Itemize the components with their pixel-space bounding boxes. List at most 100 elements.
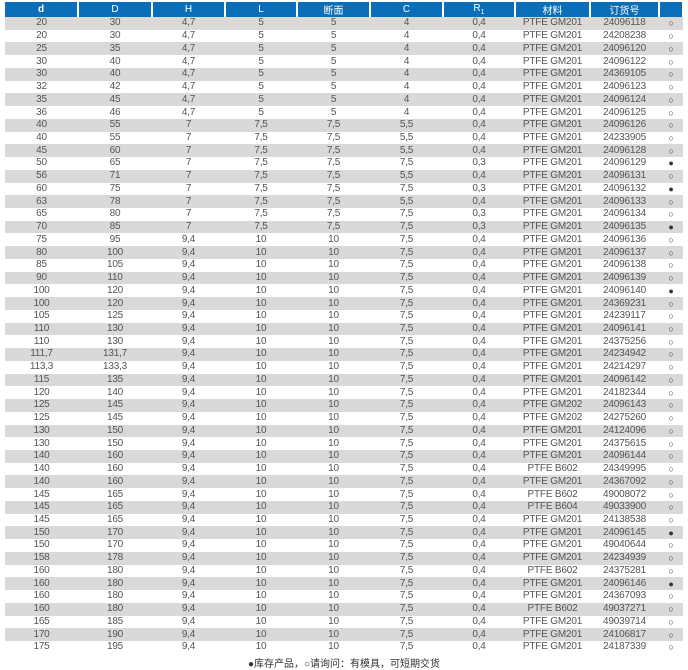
- cell-L: 10: [255, 615, 267, 627]
- cell-L: 7,5: [225, 118, 297, 132]
- cell-H: 9,4: [181, 641, 196, 653]
- cell-C: 4: [370, 67, 443, 81]
- cell-material: PTFE GM202: [515, 399, 590, 412]
- cell-d: 160: [33, 564, 50, 576]
- cell-L: 7,5: [254, 131, 268, 143]
- cell-L: 10: [225, 628, 297, 641]
- cell-d: 150: [33, 539, 50, 551]
- cell-order-no: 24096118: [590, 17, 659, 30]
- cell-R1: 0,4: [472, 131, 486, 143]
- cell-C: 7,5: [370, 399, 443, 412]
- cell-H: 9,4: [152, 500, 225, 514]
- cell-D: 170: [106, 539, 124, 551]
- cell-D: 131,7: [78, 348, 152, 361]
- cell-L: 10: [225, 246, 297, 259]
- cell-H: 9,4: [152, 526, 225, 540]
- in-stock-icon: ●: [659, 526, 683, 540]
- cell-order-no: 24234939: [590, 551, 659, 565]
- header-status: [659, 2, 684, 17]
- cell-R1: 0,4: [443, 373, 515, 387]
- cell-section: 7,5: [326, 157, 341, 169]
- table-row: 120 140 9,4 10 10 7,5 0,4 PTFE GM201 24182344 ○: [5, 386, 683, 399]
- cell-section: 10: [297, 399, 370, 412]
- cell-d: 145: [33, 488, 50, 500]
- table-row: 125 145 9,4 10 10 7,5 0,4 PTFE GM202 24096143 ○: [5, 399, 683, 412]
- cell-C: 7,5: [399, 412, 414, 424]
- cell-L: 7,5: [225, 220, 297, 234]
- cell-R1: 0,3: [472, 157, 486, 169]
- cell-section: 10: [328, 386, 339, 398]
- cell-R1: 0,4: [443, 348, 515, 361]
- cell-H: 9,4: [152, 271, 225, 285]
- table-row: 32 42 4,7 5 5 4 0,4 PTFE GM201 24096123 ○: [5, 81, 683, 94]
- table-row: 160 180 9,4 10 10 7,5 0,4 PTFE GM201 24096146 ●: [5, 577, 683, 591]
- cell-D: 42: [109, 81, 121, 93]
- cell-section: 10: [328, 641, 339, 653]
- cell-section: 7,5: [297, 195, 370, 209]
- on-request-icon: ○: [668, 387, 674, 398]
- cell-R1: 0,4: [472, 284, 486, 296]
- cell-H: 4,7: [152, 42, 225, 56]
- cell-H: 7: [185, 182, 192, 194]
- cell-material: PTFE GM201: [522, 131, 583, 143]
- cell-H: 9,4: [152, 628, 225, 641]
- header-R-sub: 1: [480, 9, 485, 16]
- cell-order-no: 24349995: [603, 463, 646, 475]
- on-request-icon: ○: [659, 399, 683, 412]
- cell-D: 130: [78, 322, 152, 336]
- cell-order-no: 24096128: [590, 144, 659, 158]
- cell-material: PTFE GM201: [522, 437, 583, 449]
- cell-D: 120: [78, 297, 152, 310]
- cell-d: 32: [36, 81, 47, 93]
- cell-order-no: 24096133: [590, 195, 659, 209]
- cell-section: 10: [297, 373, 370, 387]
- cell-d: 125: [33, 412, 50, 424]
- cell-H: 9,4: [181, 386, 196, 398]
- cell-L: 5: [225, 93, 297, 107]
- cell-L: 10: [225, 449, 297, 463]
- cell-C: 7,5: [370, 271, 443, 285]
- cell-d: 115: [5, 373, 78, 387]
- on-request-icon: ○: [668, 132, 674, 143]
- header-d: d: [5, 2, 79, 17]
- cell-d: 105: [33, 310, 50, 322]
- cell-C: 7,5: [370, 475, 443, 489]
- cell-D: 190: [78, 628, 152, 641]
- table-row: 105 125 9,4 10 10 7,5 0,4 PTFE GM201 24239117 ○: [5, 310, 683, 323]
- on-request-icon: ○: [668, 540, 674, 551]
- cell-L: 5: [258, 55, 264, 67]
- cell-material: PTFE GM201: [515, 67, 590, 81]
- cell-L: 10: [255, 539, 267, 551]
- table-row: 165 185 9,4 10 10 7,5 0,4 PTFE GM201 49039714 ○: [5, 616, 683, 629]
- cell-section: 10: [328, 615, 339, 627]
- table-row: 111,7 131,7 9,4 10 10 7,5 0,4 PTFE GM201 2423494…: [5, 348, 683, 361]
- cell-R1: 0,4: [443, 17, 515, 30]
- on-request-icon: ○: [659, 475, 683, 489]
- cell-D: 105: [106, 259, 124, 271]
- cell-L: 7,5: [225, 144, 297, 158]
- cell-L: 7,5: [254, 157, 268, 169]
- cell-C: 7,5: [399, 208, 414, 220]
- cell-H: 9,4: [181, 514, 196, 525]
- cell-C: 4: [370, 17, 443, 30]
- cell-D: 145: [78, 399, 152, 412]
- table-row: 113,3 133,3 9,4 10 10 7,5 0,4 PTFE GM201 2421429…: [5, 361, 683, 374]
- cell-R1: 0,4: [443, 399, 515, 412]
- cell-H: 7: [152, 195, 225, 209]
- cell-L: 10: [255, 590, 267, 602]
- cell-H: 9,4: [152, 373, 225, 387]
- cell-R1: 0,4: [443, 475, 515, 489]
- cell-C: 5,5: [370, 195, 443, 209]
- table-row: 115 135 9,4 10 10 7,5 0,4 PTFE GM201 24096142 ○: [5, 373, 683, 387]
- cell-D: 180: [106, 590, 124, 602]
- cell-d: 130: [33, 437, 50, 449]
- cell-section: 5: [297, 93, 370, 107]
- cell-R1: 0,4: [472, 514, 486, 525]
- cell-d: 145: [33, 514, 50, 525]
- table-body: 20 30 4,7 5 5 4 0,4 PTFE GM201 24096118 ○ 20 30 4,7 5…: [5, 17, 683, 654]
- cell-L: 10: [255, 564, 267, 576]
- cell-d: 85: [36, 259, 47, 271]
- on-request-icon: ○: [659, 373, 683, 387]
- cell-H: 4,7: [152, 93, 225, 107]
- cell-d: 110: [5, 322, 78, 336]
